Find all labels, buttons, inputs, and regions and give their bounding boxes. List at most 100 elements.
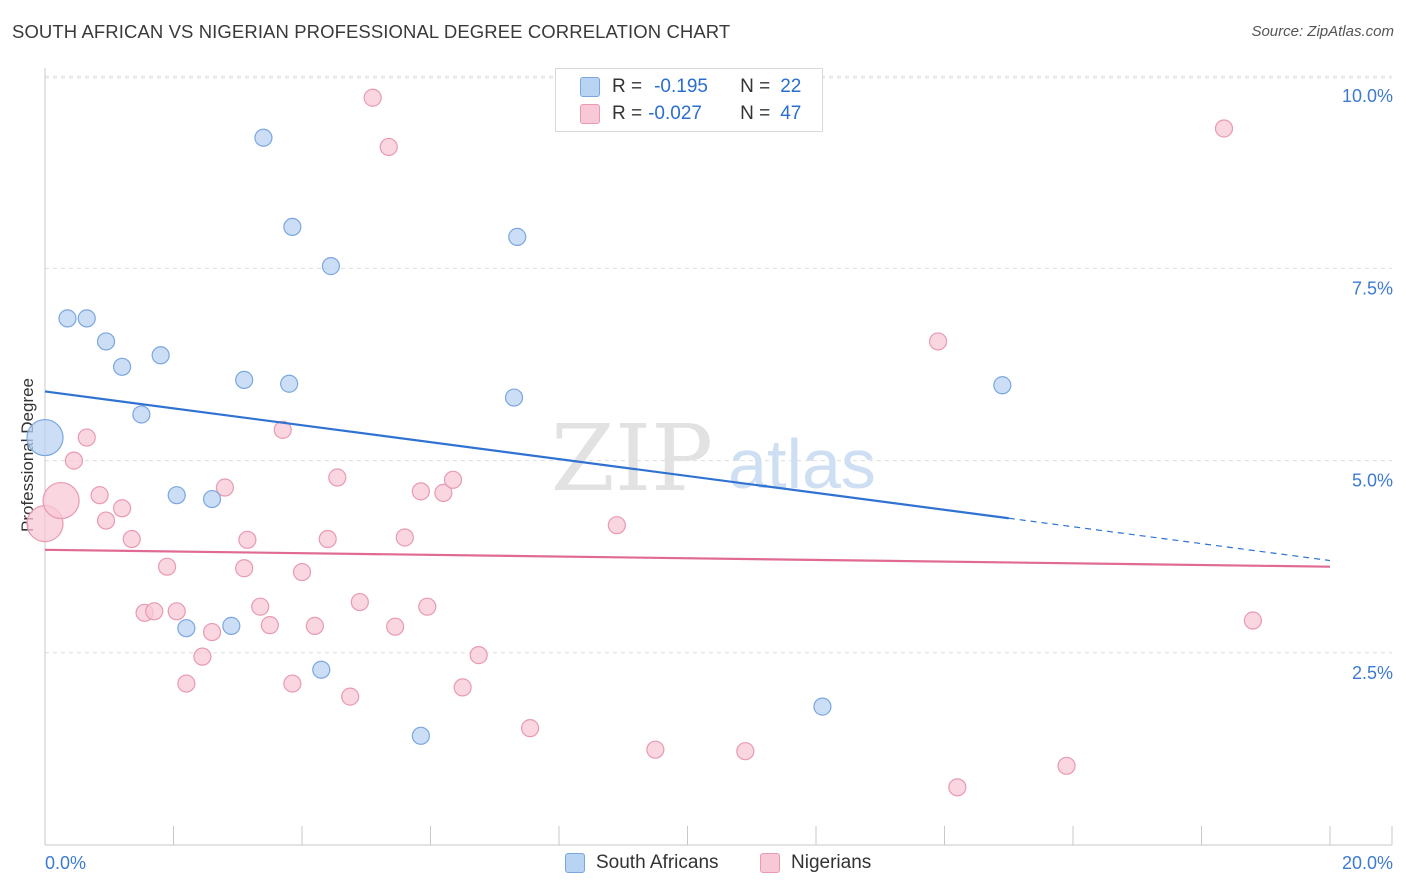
nigerian-point: [928, 332, 948, 351]
nigerian-point: [167, 602, 186, 621]
nigerian-point: [736, 742, 755, 761]
legend-n-label: N =: [740, 103, 771, 124]
chart-title: SOUTH AFRICAN VS NIGERIAN PROFESSIONAL D…: [12, 21, 731, 42]
south-african-point: [77, 309, 96, 328]
nigerian-point: [122, 529, 141, 549]
south-african-point: [202, 489, 222, 509]
nigerian-point: [42, 481, 80, 520]
nigerian-point: [77, 428, 96, 447]
south-african-point: [411, 726, 430, 745]
south-african-point: [112, 357, 132, 376]
nigerian-point: [193, 647, 212, 666]
watermark: ZIP atlas: [551, 405, 876, 512]
south-african-point: [283, 217, 302, 237]
nigerian-point: [520, 719, 540, 738]
south-african-point: [58, 309, 77, 328]
nigerian-point: [305, 616, 324, 635]
south-african-point: [280, 374, 299, 393]
south-african-point: [222, 616, 241, 635]
legend-n-value: 47: [780, 103, 802, 124]
legend-n-label: N =: [740, 76, 771, 97]
nigerian-point: [292, 562, 312, 582]
nigerian-point: [145, 602, 164, 621]
legend-n-value: 22: [780, 76, 802, 97]
south-african-point: [993, 376, 1012, 395]
nigerian-point: [235, 559, 254, 578]
nigerian-point: [379, 137, 398, 157]
south-african-point: [132, 405, 151, 424]
nigerian-point: [418, 597, 437, 616]
trend-layer: [44, 390, 1331, 568]
nigerian-point: [646, 740, 665, 759]
source-label: Source: ZipAtlas.com: [1251, 23, 1394, 40]
nigerian-point: [157, 557, 177, 576]
nigerian-point: [202, 622, 222, 642]
south-african-trendline-extension: [1008, 517, 1331, 562]
south-african-point: [26, 418, 64, 457]
nigerian-point: [90, 486, 109, 505]
legend-row-south-africans: R = -0.195 N = 22: [580, 75, 801, 99]
legend-r-label: R =: [612, 103, 643, 124]
nigerian-point: [395, 528, 414, 547]
x-tick-label: 20.0%: [1342, 853, 1393, 873]
south-african-point: [167, 486, 186, 505]
y-tick-label: 2.5%: [1352, 663, 1393, 683]
nigerian-point: [469, 646, 488, 665]
legend-swatch-pink: [580, 104, 600, 124]
nigerian-point: [453, 678, 472, 697]
nigerian-point: [238, 530, 257, 549]
y-tick-label: 5.0%: [1352, 471, 1393, 491]
legend-row-nigerians: R = -0.027 N = 47: [580, 102, 801, 126]
south-african-point: [151, 346, 170, 365]
legend-swatch-blue: [580, 77, 600, 97]
bottom-legend-label: Nigerians: [791, 852, 872, 873]
bottom-legend-nigerians[interactable]: Nigerians: [760, 852, 871, 874]
nigerian-point: [215, 478, 234, 497]
watermark-zip: ZIP: [551, 405, 713, 512]
nigerian-point: [251, 597, 270, 616]
south-african-point: [508, 227, 527, 246]
bottom-legend-swatch-blue: [565, 853, 585, 873]
legend-r-label: R =: [612, 76, 643, 97]
nigerian-point: [96, 511, 116, 530]
nigerian-point: [64, 451, 84, 470]
nigerian-point: [607, 516, 626, 535]
points-layer: [26, 88, 1263, 797]
nigerian-point: [350, 592, 369, 612]
south-african-point: [235, 370, 254, 389]
nigerian-point: [328, 468, 347, 487]
bottom-legend-swatch-pink: [760, 853, 780, 873]
correlation-legend: R = -0.195 N = 22 R = -0.027 N = 47: [555, 68, 823, 132]
south-african-point: [504, 388, 524, 407]
nigerian-trendline: [44, 548, 1331, 568]
y-tick-label: 7.5%: [1352, 278, 1393, 298]
nigerian-point: [283, 674, 302, 693]
legend-r-value: -0.027: [648, 103, 702, 124]
nigerian-point: [411, 482, 430, 501]
bottom-legend-south-africans[interactable]: South Africans: [565, 852, 719, 874]
south-african-point: [96, 332, 116, 351]
south-african-trendline: [44, 390, 1009, 520]
nigerian-point: [1057, 756, 1076, 775]
nigerian-point: [363, 88, 382, 107]
south-african-point: [321, 257, 341, 276]
nigerian-point: [1214, 119, 1234, 138]
south-african-point: [177, 619, 196, 638]
bottom-legend-label: South Africans: [596, 852, 719, 873]
nigerian-point: [177, 674, 196, 693]
nigerian-point: [1243, 611, 1263, 630]
axes-layer: [44, 68, 1393, 846]
nigerian-point: [318, 529, 337, 549]
south-african-point: [312, 660, 331, 679]
south-african-point: [813, 697, 832, 716]
nigerian-point: [112, 499, 132, 518]
nigerian-point: [948, 778, 967, 797]
nigerian-point: [341, 687, 360, 706]
x-tick-label: 0.0%: [45, 853, 86, 873]
legend-r-value: -0.195: [654, 76, 708, 97]
labels-layer: 2.5% 5.0% 7.5% 10.0% 0.0% 20.0%: [45, 86, 1393, 873]
south-african-point: [254, 128, 273, 147]
y-tick-label: 10.0%: [1342, 86, 1393, 106]
nigerian-point: [386, 617, 405, 636]
